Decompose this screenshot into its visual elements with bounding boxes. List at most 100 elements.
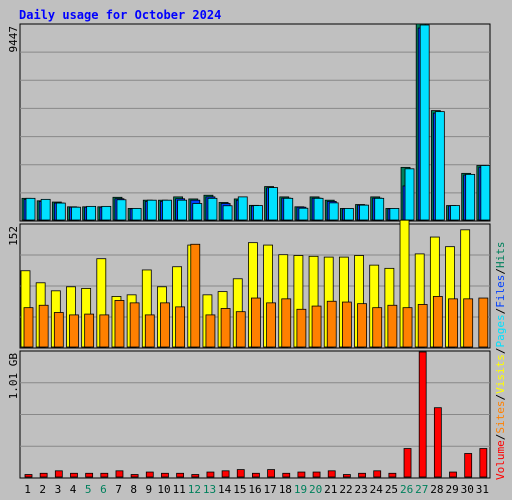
- bar-sites: [175, 306, 186, 348]
- bar-sites: [296, 308, 307, 348]
- bar-sites: [251, 297, 261, 348]
- bar-volume: [252, 472, 260, 478]
- bar-volume: [39, 472, 48, 478]
- bar-sites: [311, 305, 322, 348]
- legend-item: Files: [494, 275, 507, 308]
- bar-pages: [192, 203, 203, 221]
- bar-sites: [53, 312, 64, 348]
- x-tick-label: 9: [146, 483, 153, 496]
- bar-pages: [480, 165, 491, 221]
- legend-item: /: [494, 394, 507, 401]
- bar-volume: [373, 470, 382, 478]
- chart-panels: 9447 152 1.01 GB: [7, 23, 491, 479]
- bar-pages: [404, 168, 415, 221]
- bar-sites: [144, 314, 155, 348]
- bar-volume: [236, 469, 245, 478]
- bar-sites: [38, 304, 49, 348]
- bar-pages: [177, 199, 188, 221]
- x-tick-label: 13: [203, 483, 216, 496]
- x-tick-label: 28: [430, 483, 443, 496]
- x-tick-label: 30: [461, 483, 474, 496]
- bar-volume: [24, 474, 33, 478]
- x-tick-label: 14: [218, 483, 232, 496]
- bar-volume: [388, 472, 397, 478]
- x-tick-label: 24: [370, 483, 384, 496]
- bar-pages: [419, 24, 430, 221]
- x-tick-label: 22: [339, 483, 352, 496]
- bar-volume: [54, 470, 63, 478]
- chart-title: Daily usage for October 2024: [19, 8, 221, 22]
- x-axis-labels: 1 2 3 4 5 6 7 8 9 10 11 12 13 14 15 16 17 18 19 20 21 22 23 24 2…: [24, 483, 489, 496]
- bar-sites: [235, 311, 246, 348]
- x-tick-label: 7: [115, 483, 122, 496]
- bar-volume: [206, 471, 215, 478]
- bar-sites: [205, 314, 216, 348]
- bar-pages: [359, 204, 369, 221]
- bar-pages: [450, 205, 460, 221]
- bar-sites: [478, 297, 489, 348]
- bar-pages: [131, 208, 142, 221]
- x-tick-label: 27: [415, 483, 428, 496]
- bar-sites: [402, 307, 413, 348]
- bar-sites: [357, 303, 367, 348]
- bar-volume: [221, 470, 230, 478]
- bar-sites: [114, 300, 125, 348]
- bar-pages: [55, 202, 66, 221]
- right-legend: Volume/Sites/Visits/Pages/Files/Hits: [494, 242, 507, 481]
- legend-item: Pages: [494, 314, 507, 347]
- bar-volume: [161, 472, 169, 478]
- x-tick-label: 25: [385, 483, 398, 496]
- bar-pages: [40, 198, 51, 221]
- bar-pages: [222, 205, 233, 221]
- bar-pages: [328, 202, 339, 221]
- x-tick-label: 26: [400, 483, 413, 496]
- bar-sites: [266, 302, 276, 348]
- x-tick-label: 18: [279, 483, 292, 496]
- legend-item: /: [494, 348, 507, 355]
- x-tick-label: 15: [233, 483, 246, 496]
- bar-sites: [387, 304, 398, 348]
- bar-volume: [176, 472, 185, 478]
- legend-item: /: [494, 268, 507, 275]
- bar-sites: [160, 302, 170, 348]
- bar-volume: [191, 474, 200, 478]
- bar-volume: [115, 470, 124, 478]
- x-tick-label: 11: [173, 483, 186, 496]
- bar-pages: [207, 197, 218, 221]
- bar-sites: [341, 301, 352, 348]
- x-tick-label: 8: [130, 483, 137, 496]
- bar-pages: [465, 173, 476, 221]
- bar-volume: [433, 407, 442, 478]
- bar-sites: [84, 313, 95, 348]
- x-tick-label: 21: [324, 483, 337, 496]
- bar-volume: [267, 469, 275, 478]
- bar-volume: [479, 448, 488, 478]
- x-tick-label: 17: [264, 483, 277, 496]
- x-tick-label: 1: [24, 483, 31, 496]
- bar-pages: [146, 199, 157, 221]
- bar-pages: [298, 207, 309, 221]
- bar-pages: [101, 205, 112, 221]
- bar-sites: [69, 314, 79, 348]
- bar-sites: [23, 307, 34, 348]
- x-tick-label: 12: [188, 483, 201, 496]
- x-tick-label: 2: [39, 483, 46, 496]
- bar-volume: [342, 474, 351, 478]
- legend-item: /: [494, 434, 507, 441]
- panel-bottom: 1.01 GB: [7, 350, 491, 479]
- x-tick-label: 5: [85, 483, 92, 496]
- bar-sites: [281, 298, 292, 348]
- bar-pages: [237, 196, 248, 221]
- bar-sites: [326, 300, 337, 348]
- bar-sites: [99, 314, 110, 348]
- bar-sites: [417, 304, 428, 348]
- x-tick-label: 31: [476, 483, 489, 496]
- bar-pages: [86, 205, 97, 221]
- bar-pages: [434, 111, 445, 221]
- legend-item: /: [494, 308, 507, 315]
- legend-item: Visits: [494, 354, 507, 394]
- bar-volume: [327, 470, 336, 478]
- bar-sites: [220, 308, 231, 348]
